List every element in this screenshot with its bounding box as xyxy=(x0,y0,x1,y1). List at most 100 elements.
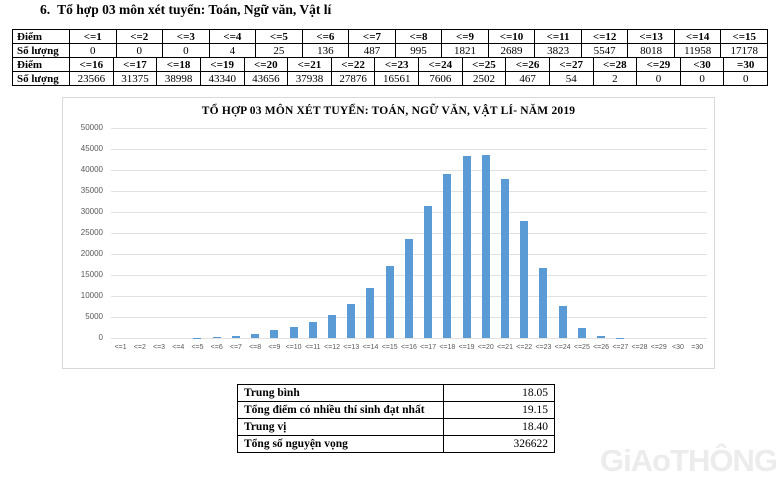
score-row-header: Điểm xyxy=(12,29,70,44)
x-axis-tick-label: =30 xyxy=(691,344,704,351)
x-axis-tick-label: <=8 xyxy=(249,344,262,351)
score-cell: <=26 xyxy=(505,57,550,72)
count-cell: 38998 xyxy=(156,71,201,86)
bar-slot xyxy=(572,128,591,338)
score-cell: <=20 xyxy=(243,57,289,72)
score-cell: <=23 xyxy=(374,57,419,72)
x-axis-tick-label: <=25 xyxy=(573,344,590,351)
score-cell: <=13 xyxy=(627,29,675,44)
summary-value: 18.05 xyxy=(443,384,555,402)
chart-bar xyxy=(385,265,394,338)
score-cell: <30 xyxy=(679,57,725,72)
bar-slot xyxy=(303,128,322,338)
count-cell: 0 xyxy=(69,43,117,58)
y-axis-tick-label: 5000 xyxy=(85,312,103,321)
chart-bar xyxy=(577,327,586,338)
section-title: Tổ hợp 03 môn xét tuyển: Toán, Ngữ văn, … xyxy=(57,2,332,17)
x-axis-tick-label: <=2 xyxy=(133,344,146,351)
summary-value: 18.40 xyxy=(443,418,555,436)
y-axis-tick-label: 30000 xyxy=(80,207,103,216)
summary-row: Trung bình 18.05 xyxy=(237,384,555,402)
score-cell: <=4 xyxy=(208,29,257,44)
summary-value: 326622 xyxy=(443,435,555,453)
summary-label: Tổng số nguyện vọng xyxy=(237,435,444,453)
x-axis-tick-label: <=11 xyxy=(305,344,321,351)
count-cell: 0 xyxy=(162,43,210,58)
count-cell: 2689 xyxy=(487,43,536,58)
count-cell: 487 xyxy=(348,43,396,58)
y-axis-tick-label: 25000 xyxy=(80,228,103,237)
chart-bar xyxy=(500,178,509,338)
score-cell: <=17 xyxy=(112,57,158,72)
x-axis-tick-label: <=3 xyxy=(153,344,166,351)
bar-slot xyxy=(438,128,457,338)
bar-chart: TỔ HỢP 03 MÔN XÉT TUYỂN: TOÁN, NGỮ VĂN, … xyxy=(62,97,715,369)
count-cell: 1821 xyxy=(441,43,489,58)
score-cell: <=7 xyxy=(348,29,396,44)
chart-bar xyxy=(212,337,221,338)
count-row-header: Số lượng xyxy=(12,71,70,86)
bar-slot xyxy=(149,128,168,338)
x-axis-tick-label: <=10 xyxy=(285,344,302,351)
score-cell: <=8 xyxy=(394,29,443,44)
y-axis-tick-label: 50000 xyxy=(80,123,103,132)
x-axis-tick-label: <=14 xyxy=(362,344,379,351)
count-cell: 54 xyxy=(548,71,594,86)
gridline xyxy=(111,212,707,213)
chart-bar xyxy=(308,321,317,338)
count-cell: 995 xyxy=(394,43,443,58)
bar-slot xyxy=(553,128,572,338)
count-cell: 43340 xyxy=(199,71,245,86)
count-row: Số lượng 0 0 0 4 25 136 487 995 1821 2689 3823 5547 8… xyxy=(12,43,768,58)
count-cell: 16561 xyxy=(374,71,419,86)
count-cell: 0 xyxy=(115,43,164,58)
score-cell: <=5 xyxy=(255,29,303,44)
bar-slot xyxy=(419,128,438,338)
bar-slot xyxy=(284,128,303,338)
count-cell: 5547 xyxy=(580,43,629,58)
score-row: Điểm <=16 <=17 <=18 <=19 <=20 <=21 <=22 <=23 <=24… xyxy=(12,57,768,72)
count-cell: 31375 xyxy=(112,71,158,86)
gridline xyxy=(111,170,707,171)
section-number: 6. xyxy=(40,2,51,17)
bar-slot xyxy=(380,128,399,338)
giaothong-watermark-logo: GiAoTHÔNG xyxy=(600,443,778,478)
y-axis-tick-label: 40000 xyxy=(80,165,103,174)
x-axis-tick-label: <30 xyxy=(672,344,684,351)
count-cell: 25 xyxy=(255,43,303,58)
score-cell: <=22 xyxy=(330,57,376,72)
x-axis-tick-label: <=12 xyxy=(324,344,340,351)
x-axis-tick-label: <=27 xyxy=(612,344,629,351)
score-cell: <=11 xyxy=(534,29,582,44)
count-cell: 0 xyxy=(723,71,768,86)
x-axis-tick-label: <=9 xyxy=(268,344,281,351)
score-cell: <=27 xyxy=(548,57,594,72)
count-cell: 0 xyxy=(679,71,725,86)
bar-slot xyxy=(188,128,207,338)
bar-slot xyxy=(611,128,630,338)
bar-slot xyxy=(207,128,226,338)
count-cell: 8018 xyxy=(627,43,675,58)
score-table-1: Điểm <=1 <=2 <=3 <=4 <=5 <=6 <=7 <=8 <=9 <=10 <=11 <… xyxy=(12,29,768,58)
count-cell: 2502 xyxy=(461,71,507,86)
score-cell: <=2 xyxy=(115,29,164,44)
bar-slot xyxy=(322,128,341,338)
x-axis-tick-label: <=1 xyxy=(114,344,127,351)
bar-slot xyxy=(361,128,380,338)
count-cell: 7606 xyxy=(418,71,463,86)
score-cell: <=24 xyxy=(418,57,463,72)
count-cell: 467 xyxy=(505,71,550,86)
summary-row: Tổng số nguyện vọng 326622 xyxy=(237,435,555,453)
x-axis-tick-label: <=15 xyxy=(381,344,398,351)
section-heading: 6. Tổ hợp 03 môn xét tuyển: Toán, Ngữ văn… xyxy=(40,2,331,18)
x-axis-tick-label: <=18 xyxy=(439,344,456,351)
gridline xyxy=(111,128,707,129)
score-cell: <=21 xyxy=(287,57,332,72)
chart-bar xyxy=(539,268,548,338)
score-row: Điểm <=1 <=2 <=3 <=4 <=5 <=6 <=7 <=8 <=9 <=10 <=11 <… xyxy=(12,29,768,44)
score-cell: <=28 xyxy=(592,57,638,72)
plot-area xyxy=(111,128,707,339)
chart-bar xyxy=(443,174,452,338)
chart-bar xyxy=(404,239,413,338)
